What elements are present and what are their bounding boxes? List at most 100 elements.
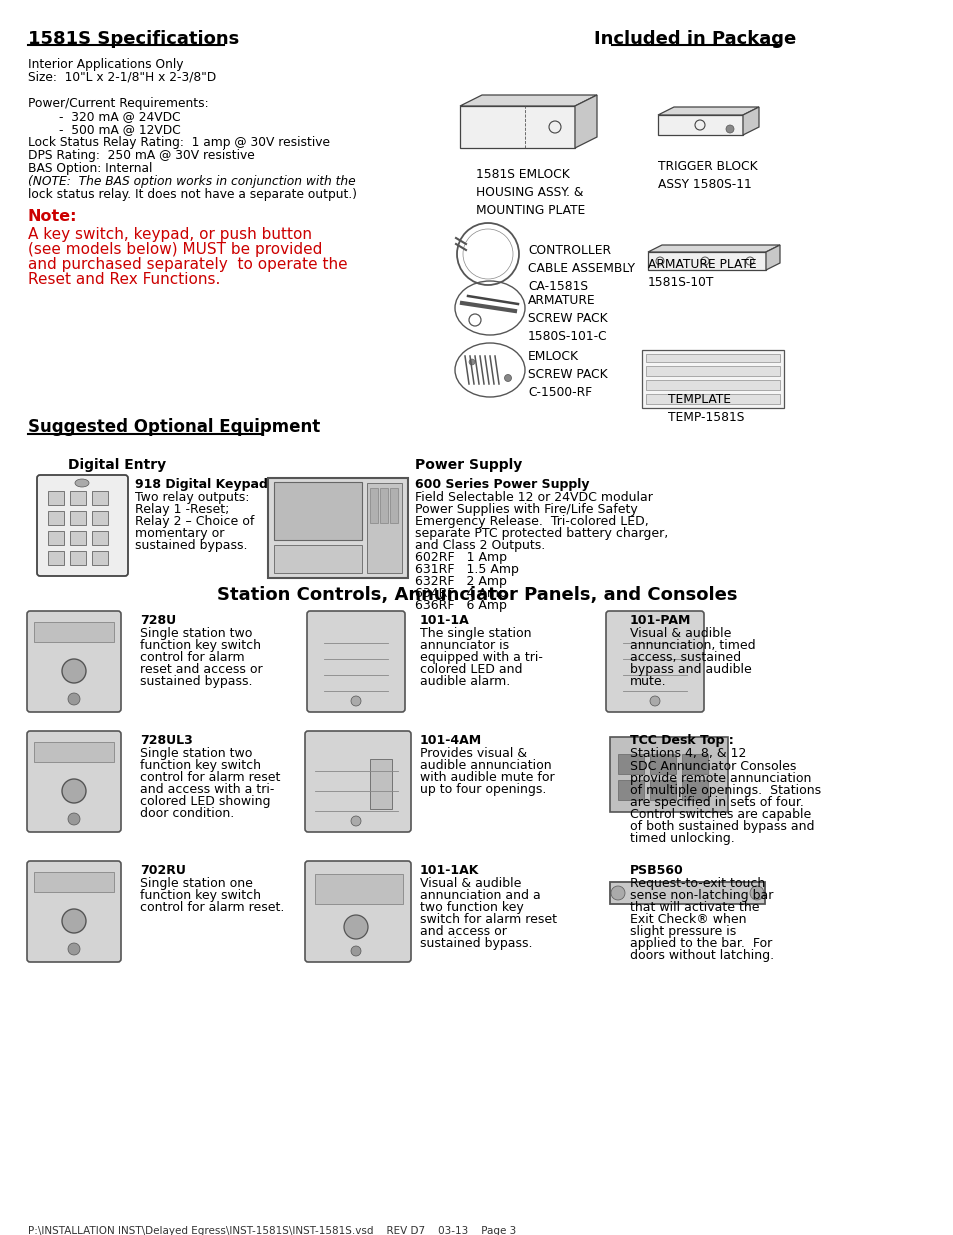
Text: 918 Digital Keypad: 918 Digital Keypad [135, 478, 268, 492]
Text: Two relay outputs:: Two relay outputs: [135, 492, 250, 504]
Text: 728UL3: 728UL3 [140, 734, 193, 747]
Bar [91, 551, 108, 564]
Bar [609, 882, 764, 904]
Text: 728U: 728U [140, 614, 176, 627]
Text: audible alarm.: audible alarm. [419, 676, 510, 688]
Circle shape [351, 946, 360, 956]
Text: A key switch, keypad, or push button: A key switch, keypad, or push button [28, 227, 312, 242]
Text: sustained bypass.: sustained bypass. [419, 937, 532, 950]
Circle shape [610, 885, 624, 900]
Text: Stations 4, 8, & 12: Stations 4, 8, & 12 [629, 747, 745, 760]
Circle shape [649, 697, 659, 706]
Text: (see models below) MUST be provided: (see models below) MUST be provided [28, 242, 322, 257]
Ellipse shape [344, 915, 368, 939]
Text: up to four openings.: up to four openings. [419, 783, 546, 797]
Text: 101-4AM: 101-4AM [419, 734, 481, 747]
Text: switch for alarm reset: switch for alarm reset [419, 913, 557, 926]
Polygon shape [742, 107, 759, 135]
Bar [645, 380, 780, 390]
Text: and Class 2 Outputs.: and Class 2 Outputs. [415, 538, 545, 552]
Text: Lock Status Relay Rating:  1 amp @ 30V resistive: Lock Status Relay Rating: 1 amp @ 30V re… [28, 136, 330, 149]
Text: 636RF   6 Amp: 636RF 6 Amp [415, 599, 506, 613]
Text: sustained bypass.: sustained bypass. [140, 676, 253, 688]
Text: 1581S Specifications: 1581S Specifications [28, 30, 239, 48]
Text: provide remote annunciation: provide remote annunciation [629, 772, 810, 785]
Text: Visual & audible: Visual & audible [419, 877, 521, 890]
Text: colored LED and: colored LED and [419, 663, 522, 676]
Bar [367, 483, 401, 573]
Text: Power Supply: Power Supply [415, 458, 521, 472]
Text: Power/Current Requirements:: Power/Current Requirements: [28, 98, 209, 110]
Text: Emergency Release.  Tri-colored LED,: Emergency Release. Tri-colored LED, [415, 515, 648, 529]
Text: 632RF   2 Amp: 632RF 2 Amp [415, 576, 506, 588]
Circle shape [68, 693, 80, 705]
Text: TCC Desk Top :: TCC Desk Top : [629, 734, 733, 747]
Circle shape [351, 816, 360, 826]
Text: sustained bypass.: sustained bypass. [135, 538, 247, 552]
Ellipse shape [75, 479, 89, 487]
Text: Station Controls, Annunciator Panels, and Consoles: Station Controls, Annunciator Panels, an… [216, 585, 737, 604]
Bar [274, 482, 361, 540]
Bar [48, 551, 64, 564]
FancyBboxPatch shape [37, 475, 128, 576]
Bar [34, 622, 113, 642]
Text: EMLOCK
SCREW PACK
C-1500-RF: EMLOCK SCREW PACK C-1500-RF [527, 350, 607, 399]
Text: PSB560: PSB560 [629, 864, 683, 877]
Text: control for alarm reset.: control for alarm reset. [140, 902, 284, 914]
Bar [91, 531, 108, 545]
Bar [48, 492, 64, 505]
Text: reset and access or: reset and access or [140, 663, 262, 676]
FancyBboxPatch shape [27, 611, 121, 713]
Text: Single station two: Single station two [140, 747, 253, 760]
Text: annunciator is: annunciator is [419, 638, 509, 652]
Ellipse shape [62, 909, 86, 932]
FancyBboxPatch shape [305, 861, 411, 962]
Text: The single station: The single station [419, 627, 531, 640]
Circle shape [68, 944, 80, 955]
Text: of multiple openings.  Stations: of multiple openings. Stations [629, 784, 821, 797]
Bar [370, 760, 392, 809]
Text: control for alarm reset: control for alarm reset [140, 771, 280, 784]
Text: 602RF   1 Amp: 602RF 1 Amp [415, 551, 506, 564]
Text: P:\INSTALLATION INST\Delayed Egress\INST-1581S\INST-1581S.vsd    REV D7    03-13: P:\INSTALLATION INST\Delayed Egress\INST… [28, 1226, 516, 1235]
Text: Digital Entry: Digital Entry [68, 458, 166, 472]
Text: lock status relay. It does not have a separate output.): lock status relay. It does not have a se… [28, 188, 356, 201]
Text: -  500 mA @ 12VDC: - 500 mA @ 12VDC [28, 124, 180, 136]
Text: door condition.: door condition. [140, 806, 234, 820]
Text: are specified in sets of four.: are specified in sets of four. [629, 797, 803, 809]
Polygon shape [575, 95, 597, 148]
Text: Power Supplies with Fire/Life Safety: Power Supplies with Fire/Life Safety [415, 503, 638, 516]
Polygon shape [647, 252, 765, 270]
FancyBboxPatch shape [27, 861, 121, 962]
Text: slight pressure is: slight pressure is [629, 925, 736, 939]
Text: annunciation, timed: annunciation, timed [629, 638, 755, 652]
Bar [390, 488, 397, 522]
Circle shape [725, 125, 733, 133]
Bar [48, 511, 64, 525]
Polygon shape [658, 115, 742, 135]
Bar [649, 755, 676, 774]
Text: 101-1A: 101-1A [419, 614, 469, 627]
Text: SDC Annunciator Consoles: SDC Annunciator Consoles [629, 760, 796, 773]
Text: with audible mute for: with audible mute for [419, 771, 554, 784]
Text: annunciation and a: annunciation and a [419, 889, 540, 902]
Text: and purchased separately  to operate the: and purchased separately to operate the [28, 257, 347, 272]
Text: and access with a tri-: and access with a tri- [140, 783, 274, 797]
Bar [34, 742, 113, 762]
Bar [641, 350, 783, 408]
Text: Request-to-exit touch: Request-to-exit touch [629, 877, 764, 890]
Text: Exit Check® when: Exit Check® when [629, 913, 745, 926]
Text: function key switch: function key switch [140, 889, 261, 902]
Text: function key switch: function key switch [140, 638, 261, 652]
Text: TEMPLATE
TEMP-1581S: TEMPLATE TEMP-1581S [667, 393, 743, 424]
Text: sense non-latching bar: sense non-latching bar [629, 889, 773, 902]
Text: equipped with a tri-: equipped with a tri- [419, 651, 542, 664]
Polygon shape [647, 245, 780, 252]
Text: (NOTE:  The BAS option works in conjunction with the: (NOTE: The BAS option works in conjuncti… [28, 175, 355, 188]
Text: bypass and audible: bypass and audible [629, 663, 751, 676]
Text: Suggested Optional Equipment: Suggested Optional Equipment [28, 417, 320, 436]
Text: timed unlocking.: timed unlocking. [629, 832, 734, 845]
Text: Size:  10"L x 2-1/8"H x 2-3/8"D: Size: 10"L x 2-1/8"H x 2-3/8"D [28, 70, 216, 84]
Text: Relay 2 – Choice of: Relay 2 – Choice of [135, 515, 254, 529]
Text: Field Selectable 12 or 24VDC modular: Field Selectable 12 or 24VDC modular [415, 492, 652, 504]
